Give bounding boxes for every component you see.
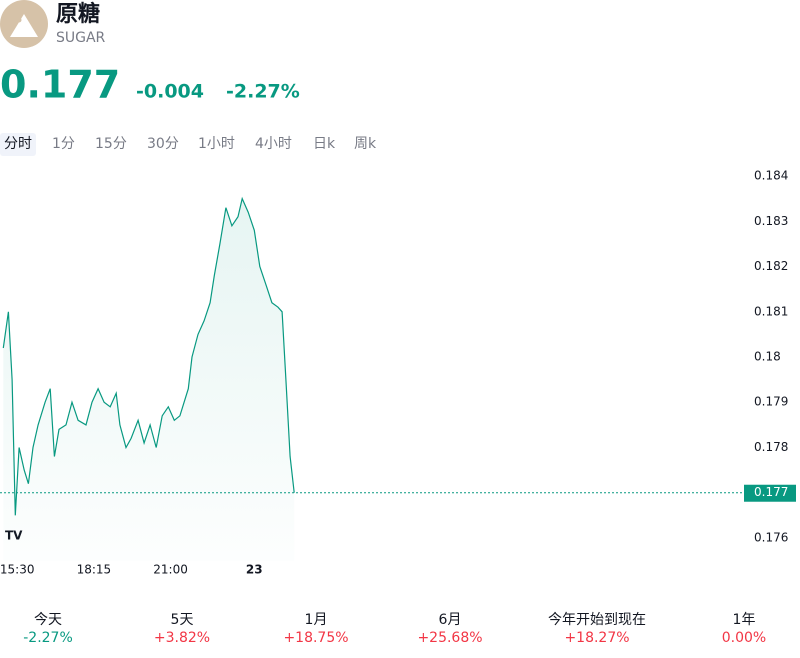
y-tick-label: 0.183 <box>754 214 788 228</box>
instrument-name: 原糖 <box>56 1 100 27</box>
performance-period: 6月 <box>439 612 462 628</box>
tab[interactable]: 15分 <box>95 136 127 152</box>
performance-period: 5天 <box>171 612 194 628</box>
x-tick-label: 21:00 <box>153 563 188 577</box>
price-change-percent: -2.27% <box>226 81 300 103</box>
price: 0.177 <box>0 63 120 107</box>
last-price-badge <box>744 484 796 502</box>
logo-dot <box>16 17 22 23</box>
performance-period: 1月 <box>305 612 328 628</box>
performance-change: -2.27% <box>23 630 73 646</box>
x-tick-label: 23 <box>246 563 263 577</box>
performance-period: 今年开始到现在 <box>548 612 646 628</box>
performance-change: 0.00% <box>722 630 766 646</box>
tab[interactable]: 日k <box>313 136 336 152</box>
y-tick-label: 0.181 <box>754 304 788 318</box>
performance-change: +3.82% <box>154 630 210 646</box>
y-tick-label: 0.179 <box>754 395 788 409</box>
tab[interactable]: 1小时 <box>198 136 235 152</box>
price-line <box>2 196 295 516</box>
y-tick-label: 0.18 <box>754 350 781 364</box>
logo-icon <box>10 14 38 37</box>
last-price-label: 0.177 <box>754 485 788 499</box>
price-change: -0.004 <box>136 81 204 103</box>
tab-selected-bg <box>0 133 36 156</box>
performance-change: +25.68% <box>417 630 482 646</box>
tab[interactable]: 30分 <box>147 136 179 152</box>
performance-period: 今天 <box>34 612 62 628</box>
instrument-symbol: SUGAR <box>56 30 106 46</box>
y-tick-label: 0.178 <box>754 440 788 454</box>
performance-period: 1年 <box>733 612 756 628</box>
y-tick-label: 0.182 <box>754 259 788 273</box>
tab[interactable]: 1分 <box>52 136 75 152</box>
y-tick-label: 0.184 <box>754 169 788 183</box>
tab[interactable]: 分时 <box>4 136 32 152</box>
y-tick-label: 0.176 <box>754 530 788 544</box>
x-tick-label: 15:30 <box>0 563 34 577</box>
tab[interactable]: 4小时 <box>255 136 292 152</box>
performance-change: +18.75% <box>283 630 348 646</box>
tab[interactable]: 周k <box>354 136 377 152</box>
area <box>3 198 295 561</box>
performance-change: +18.27% <box>564 630 629 646</box>
x-tick-label: 18:15 <box>77 563 112 577</box>
